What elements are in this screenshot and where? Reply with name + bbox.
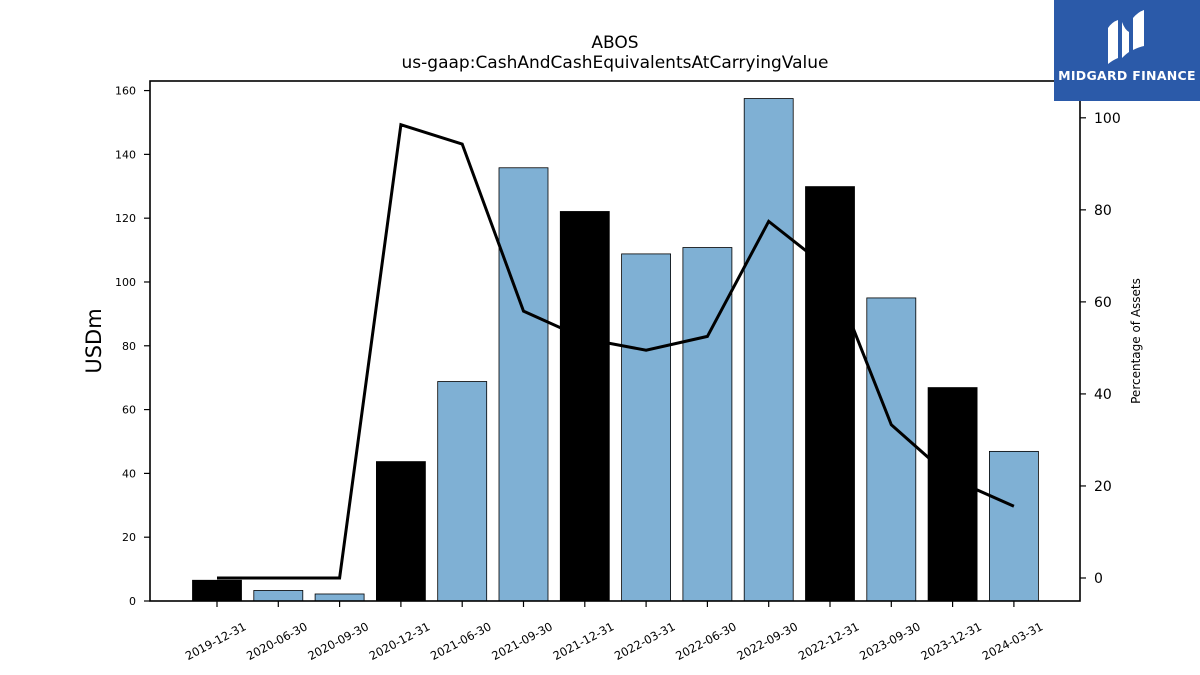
bar-2019-12-31 xyxy=(192,579,242,602)
y2-tick-label: 100 xyxy=(1094,111,1121,127)
y-tick-label: 160 xyxy=(115,85,136,98)
y2-tick-label: 80 xyxy=(1094,203,1112,219)
y-tick-label: 140 xyxy=(115,148,136,161)
x-tick-label-2023-12-31: 2023-12-31 xyxy=(918,619,984,663)
x-tick-label-2020-12-31: 2020-12-31 xyxy=(367,619,433,663)
bar-2023-09-30 xyxy=(866,297,917,602)
line-layer xyxy=(217,122,1015,580)
y-tick-label: 40 xyxy=(122,467,136,480)
y-tick-label: 80 xyxy=(122,340,136,353)
plot-frame xyxy=(149,80,1081,602)
bar-2022-03-31 xyxy=(621,253,671,602)
bar-2020-12-31 xyxy=(375,461,426,602)
bar-2021-09-30 xyxy=(498,167,549,602)
x-tick-label-2022-12-31: 2022-12-31 xyxy=(796,619,862,663)
y-tick-label: 120 xyxy=(115,212,136,225)
y-tick-label: 0 xyxy=(129,595,136,608)
y2-tick-label: 20 xyxy=(1094,479,1112,495)
bar-2024-03-31 xyxy=(989,450,1039,602)
x-tick-label-2024-03-31: 2024-03-31 xyxy=(980,619,1046,663)
bar-2021-12-31 xyxy=(559,211,610,602)
midgard-logo-icon xyxy=(1108,10,1144,64)
x-tick-label-2022-03-31: 2022-03-31 xyxy=(612,619,678,663)
chart-subtitle: us-gaap:CashAndCashEquivalentsAtCarrying… xyxy=(402,53,829,73)
y-tick-label: 100 xyxy=(115,276,136,289)
bar-2022-06-30 xyxy=(682,247,733,602)
logo-text: MIDGARD FINANCE xyxy=(1058,68,1196,83)
y2-tick-label: 60 xyxy=(1094,295,1112,311)
y-tick-label: 20 xyxy=(122,531,136,544)
bars-layer xyxy=(192,98,1039,602)
y-axis-label: USDm xyxy=(82,308,106,373)
x-tick-label-2021-09-30: 2021-09-30 xyxy=(489,619,555,663)
x-tick-label-2021-06-30: 2021-06-30 xyxy=(428,619,494,663)
x-tick-label-2021-12-31: 2021-12-31 xyxy=(551,619,617,663)
bar-2020-06-30 xyxy=(253,590,304,602)
y2-axis-label: Percentage of Assets xyxy=(1129,278,1143,404)
y2-tick-label: 40 xyxy=(1094,387,1112,403)
bar-2022-12-31 xyxy=(805,186,855,602)
bar-2020-09-30 xyxy=(314,593,365,602)
logo-badge: MIDGARD FINANCE xyxy=(1054,0,1200,101)
bar-2021-06-30 xyxy=(437,381,488,602)
y2-tick-label: 0 xyxy=(1094,571,1103,587)
x-tick-label-2020-06-30: 2020-06-30 xyxy=(244,619,310,663)
x-tick-label-2022-06-30: 2022-06-30 xyxy=(673,619,739,663)
x-tick-label-2022-09-30: 2022-09-30 xyxy=(735,619,801,663)
x-tick-label-2020-09-30: 2020-09-30 xyxy=(305,619,371,663)
chart-title: ABOS xyxy=(591,33,638,53)
x-tick-label-2019-12-31: 2019-12-31 xyxy=(183,619,249,663)
bar-2022-09-30 xyxy=(743,98,794,602)
y-tick-label: 60 xyxy=(122,404,136,417)
x-tick-label-2023-09-30: 2023-09-30 xyxy=(857,619,923,663)
bar-2023-12-31 xyxy=(927,387,978,602)
percentage-line xyxy=(217,122,1015,580)
